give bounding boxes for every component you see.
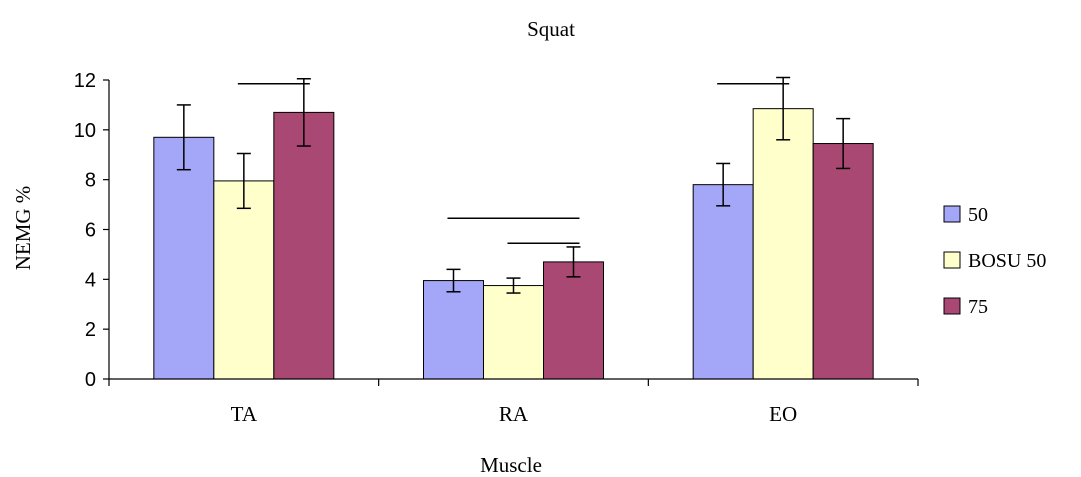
x-tick-label: TA <box>231 402 258 426</box>
y-tick-label: 6 <box>85 220 96 242</box>
legend-label: 75 <box>968 296 988 318</box>
bar-75-ra <box>543 261 604 380</box>
significance-lines <box>237 82 790 244</box>
x-axis-label: Muscle <box>480 453 542 477</box>
y-axis-label: NEMG % <box>11 186 35 271</box>
y-tick-label: 4 <box>85 269 96 291</box>
y-tick-label: 12 <box>74 70 96 92</box>
legend: 50 BOSU 50 75 <box>943 204 1046 318</box>
bar-50-ta <box>153 136 215 380</box>
bars <box>153 108 874 380</box>
bar-75-eo <box>812 143 874 380</box>
legend-label: BOSU 50 <box>968 250 1046 272</box>
legend-label: 50 <box>968 204 988 226</box>
x-tick-label: RA <box>499 402 529 426</box>
x-tick-label: EO <box>769 402 797 426</box>
bar-bosu-50-ta <box>213 180 275 380</box>
bar-50-eo <box>692 184 754 380</box>
y-tick-label: 2 <box>85 319 96 341</box>
legend-swatch <box>943 297 961 315</box>
y-tick-label: 8 <box>85 170 96 192</box>
chart-title: Squat <box>527 17 575 41</box>
bar-75-ta <box>273 111 335 380</box>
legend-swatch <box>943 205 961 223</box>
y-tick-label: 0 <box>85 369 96 391</box>
legend-swatch <box>943 251 961 269</box>
error-bars <box>176 76 851 294</box>
y-tick-label: 10 <box>74 120 96 142</box>
bar-50-ra <box>423 280 484 380</box>
bar-bosu-50-ra <box>483 285 544 380</box>
axes: 0 2 4 6 8 10 12 TA RA EO <box>74 70 919 426</box>
bar-bosu-50-eo <box>752 108 814 380</box>
